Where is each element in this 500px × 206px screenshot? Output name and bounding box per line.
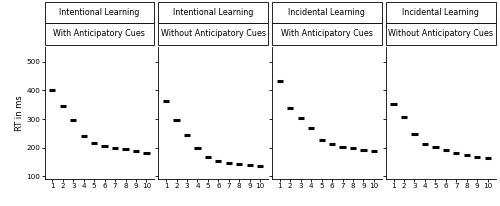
Text: Without Anticipatory Cues: Without Anticipatory Cues	[388, 29, 493, 39]
Text: Incidental Learning: Incidental Learning	[288, 8, 366, 17]
Text: With Anticipatory Cues: With Anticipatory Cues	[281, 29, 373, 39]
Text: Incidental Learning: Incidental Learning	[402, 8, 479, 17]
Text: Without Anticipatory Cues: Without Anticipatory Cues	[160, 29, 266, 39]
Text: Intentional Learning: Intentional Learning	[59, 8, 140, 17]
Text: With Anticipatory Cues: With Anticipatory Cues	[54, 29, 146, 39]
Y-axis label: RT in ms: RT in ms	[14, 95, 24, 131]
Text: Intentional Learning: Intentional Learning	[173, 8, 254, 17]
